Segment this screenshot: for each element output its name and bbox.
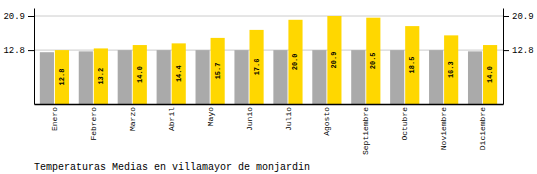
tick-label: Septiembre — [361, 107, 370, 155]
bar — [133, 45, 147, 104]
tick-label: Diciembre — [478, 107, 487, 150]
bar — [40, 52, 54, 104]
grid — [34, 16, 503, 50]
data-label: 20.5 — [369, 52, 377, 69]
bar — [429, 50, 443, 104]
bar — [211, 38, 225, 104]
data-label: 18.5 — [408, 57, 416, 74]
tick: 20.9 — [503, 12, 534, 22]
tick-label: Mayo — [206, 107, 215, 126]
bar — [468, 51, 482, 104]
bar — [157, 50, 171, 104]
bar — [288, 20, 302, 104]
data-label: 12.8 — [58, 69, 66, 86]
bar — [196, 50, 210, 104]
tick-mark — [28, 16, 34, 17]
bar — [444, 35, 458, 104]
tick-label: Abril — [167, 107, 176, 131]
data-label: 13.2 — [97, 68, 105, 85]
tick-mark — [503, 16, 509, 17]
data-label: 20.0 — [291, 53, 299, 70]
axis-line — [35, 104, 504, 106]
tick-label: Noviembre — [439, 107, 448, 150]
chart: 12.8 13.2 14.0 14.4 15.7 17.6 20.0 20.9 20.5 18.5… — [0, 0, 537, 174]
tick-label: Agosto — [322, 107, 331, 136]
bar — [405, 26, 419, 104]
tick: Octubre — [400, 104, 409, 141]
tick: Agosto — [322, 104, 331, 136]
tick: Febrero — [89, 104, 98, 141]
tick-label: Marzo — [128, 107, 137, 131]
tick-label: 20.9 — [3, 12, 25, 22]
tick-label: 20.9 — [512, 12, 534, 22]
bar — [351, 50, 365, 104]
bar — [312, 50, 326, 104]
data-labels: 12.8 13.2 14.0 14.4 15.7 17.6 20.0 20.9 20.5 18.5… — [58, 52, 494, 86]
x-axis: Enero Febrero Marzo Abril Mayo Junio Julio Agos… — [35, 104, 504, 155]
tick-label: Enero — [50, 107, 59, 131]
bars — [40, 16, 497, 104]
tick: Marzo — [128, 104, 137, 131]
title: Temperaturas Medias en villamayor de mon… — [34, 162, 310, 173]
data-label: 16.3 — [447, 61, 455, 78]
bar — [55, 50, 69, 104]
bar — [483, 45, 497, 104]
bar — [172, 43, 186, 104]
tick: Abril — [167, 104, 176, 131]
tick: Noviembre — [439, 104, 448, 150]
axis-line — [503, 9, 504, 105]
y-axis: 12.8 20.9 — [3, 9, 34, 105]
bar — [390, 50, 404, 104]
tick-label: 12.8 — [512, 46, 534, 56]
data-label: 14.0 — [136, 66, 144, 83]
tick: 12.8 — [3, 46, 34, 56]
bar — [94, 48, 108, 104]
tick: Septiembre — [361, 104, 370, 155]
data-label: 15.7 — [214, 63, 222, 80]
bar — [273, 50, 287, 104]
bar-series — [55, 16, 497, 104]
plot: 12.8 13.2 14.0 14.4 15.7 17.6 20.0 20.9 20.5 18.5… — [3, 9, 533, 156]
data-label: 14.0 — [486, 66, 494, 83]
y2-axis: 12.8 20.9 — [503, 9, 534, 105]
bar — [234, 50, 248, 104]
tick: Mayo — [206, 104, 215, 126]
bar — [366, 18, 380, 104]
tick: Junio — [245, 104, 254, 131]
bar — [79, 51, 93, 104]
tick: 12.8 — [503, 46, 534, 56]
tick: Julio — [284, 104, 293, 131]
tick-mark — [503, 50, 509, 51]
tick-label: 12.8 — [3, 46, 25, 56]
data-label: 17.6 — [253, 59, 261, 76]
axis-line — [34, 9, 35, 105]
data-label: 14.4 — [175, 65, 183, 82]
tick-label: Febrero — [89, 107, 98, 141]
tick-mark — [28, 50, 34, 51]
tick-label: Junio — [245, 107, 254, 131]
bar — [118, 50, 132, 104]
tick: Enero — [50, 104, 59, 131]
tick-label: Julio — [284, 107, 293, 131]
grid-line — [34, 16, 503, 17]
tick: Diciembre — [478, 104, 487, 150]
tick-label: Octubre — [400, 107, 409, 141]
data-label: 20.9 — [330, 52, 338, 69]
bar — [327, 16, 341, 104]
bar — [249, 30, 263, 104]
tick: 20.9 — [3, 12, 34, 22]
